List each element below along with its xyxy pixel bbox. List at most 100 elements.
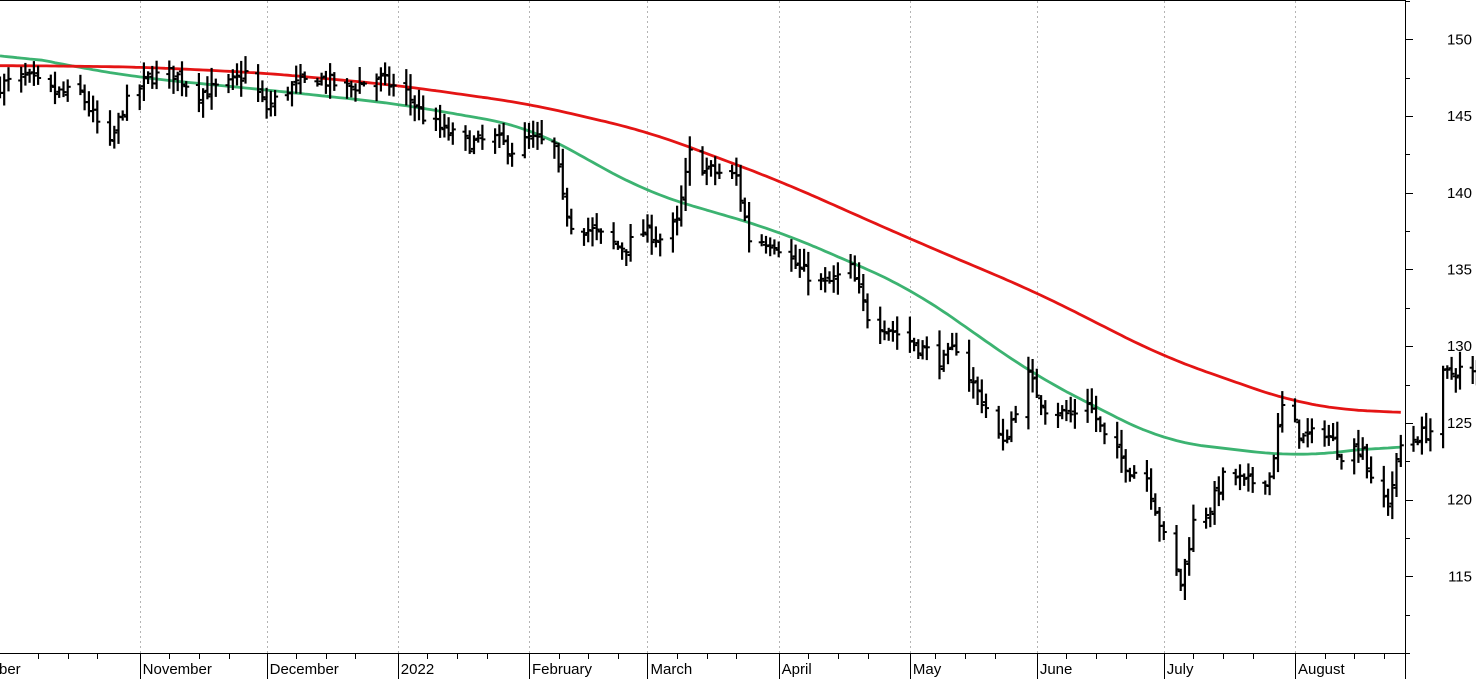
y-tick-label: 140 (1447, 185, 1472, 202)
ohlc-bar (297, 64, 304, 94)
ohlc-bar (462, 125, 469, 151)
ohlc-bar (322, 70, 329, 94)
ohlc-bar (94, 100, 101, 134)
ohlc-bar (136, 84, 143, 111)
ohlc-bar (145, 71, 152, 84)
ohlc-bar (940, 349, 947, 372)
ohlc-bar (1131, 465, 1138, 479)
ohlc-bar (1469, 356, 1476, 384)
x-month-label: February (532, 661, 593, 678)
ohlc-bar (1473, 360, 1476, 386)
ohlc-bar (1262, 480, 1269, 495)
ohlc-bar (267, 90, 274, 117)
ohlc-bar (1207, 507, 1214, 528)
ohlc-bar (1186, 537, 1193, 576)
ohlc-bar (1363, 443, 1370, 479)
ohlc-bar (471, 135, 477, 155)
ohlc-bar (555, 142, 562, 173)
y-tick-label: 130 (1447, 338, 1472, 355)
ohlc-bar (1203, 507, 1210, 529)
ohlc-bar (208, 67, 215, 110)
ohlc-bar (212, 78, 219, 97)
ohlc-bar (978, 379, 985, 414)
ohlc-bar (847, 254, 854, 279)
ohlc-bar (1004, 429, 1011, 444)
ohlc-bar (124, 84, 130, 121)
ohlc-bar (1440, 365, 1447, 449)
ohlc-bar (669, 212, 676, 253)
ohlc-bar (1143, 460, 1150, 492)
ohlc-bar (1067, 396, 1074, 423)
ohlc-bar (526, 122, 532, 149)
ohlc-bar (1452, 368, 1459, 393)
ohlc-bar (1304, 418, 1311, 448)
ohlc-bar (737, 164, 744, 212)
ohlc-bar (5, 67, 12, 92)
ohlc-bar (437, 104, 444, 138)
ohlc-bar (420, 95, 427, 125)
axes (0, 0, 1406, 679)
ohlc-bar (729, 164, 736, 179)
ohlc-bar (1177, 568, 1184, 591)
ohlc-bar (936, 330, 943, 380)
ohlc-bar (500, 122, 507, 145)
ohlc-bar (293, 65, 300, 94)
ohlc-bar (195, 73, 202, 113)
ohlc-bar (1423, 412, 1430, 444)
ohlc-bar (746, 202, 753, 253)
ohlc-bar (204, 76, 211, 100)
ohlc-bar (652, 226, 659, 248)
ohlc-bar (644, 214, 651, 243)
ohlc-bar (356, 67, 363, 94)
ohlc-bar (26, 68, 33, 83)
ohlc-bar (923, 336, 930, 361)
ohlc-bar (1249, 467, 1256, 493)
moving-average-long-line (0, 64, 1401, 414)
ohlc-bar (111, 125, 118, 149)
ohlc-bar (564, 187, 571, 227)
ohlc-bar (1215, 476, 1222, 507)
ohlc-bar (1275, 413, 1281, 473)
ohlc-bar (1, 73, 8, 106)
ohlc-bar (953, 332, 960, 356)
ohlc-bar (30, 61, 37, 86)
ohlc-bar (60, 81, 67, 98)
x-month-label: ber (0, 661, 21, 678)
grid-lines (140, 1, 1296, 653)
ohlc-bar (915, 339, 922, 359)
ohlc-bar (449, 122, 456, 145)
ohlc-bar (945, 342, 951, 365)
ohlc-bar (1118, 429, 1125, 473)
x-month-label: November (143, 661, 212, 678)
ohlc-bar (1101, 422, 1108, 445)
ohlc-bar (170, 65, 177, 94)
ohlc-bar (970, 367, 977, 399)
ohlc-bar (22, 62, 29, 86)
ohlc-bar (796, 248, 803, 278)
ohlc-bar (1245, 463, 1252, 492)
ohlc-bar (1059, 405, 1066, 420)
ohlc-bar (77, 74, 84, 96)
ohlc-bar (1084, 388, 1091, 423)
ohlc-bar (699, 146, 706, 176)
ohlc-bar (119, 110, 126, 121)
ohlc-bar (1055, 402, 1061, 428)
ohlc-bar (1338, 453, 1345, 470)
ohlc-bar (496, 124, 503, 148)
ohlc-bar (348, 80, 355, 98)
ohlc-bar (648, 214, 655, 255)
ohlc-bar (441, 113, 448, 138)
ohlc-bar (538, 120, 545, 145)
ohlc-bar (234, 63, 240, 86)
ohlc-bar (331, 72, 338, 91)
ohlc-bar (1427, 418, 1434, 452)
ohlc-bar (1397, 434, 1404, 467)
ohlc-bar (1444, 365, 1451, 379)
ohlc-bar (1114, 421, 1121, 459)
ohlc-bar (758, 234, 765, 247)
ohlc-bar (995, 405, 1002, 439)
ohlc-bar (504, 135, 511, 165)
ohlc-bar (64, 79, 71, 102)
ohlc-bar (1300, 433, 1307, 444)
